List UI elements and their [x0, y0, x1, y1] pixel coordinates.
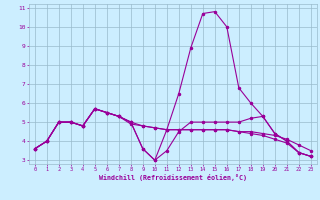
- X-axis label: Windchill (Refroidissement éolien,°C): Windchill (Refroidissement éolien,°C): [99, 174, 247, 181]
